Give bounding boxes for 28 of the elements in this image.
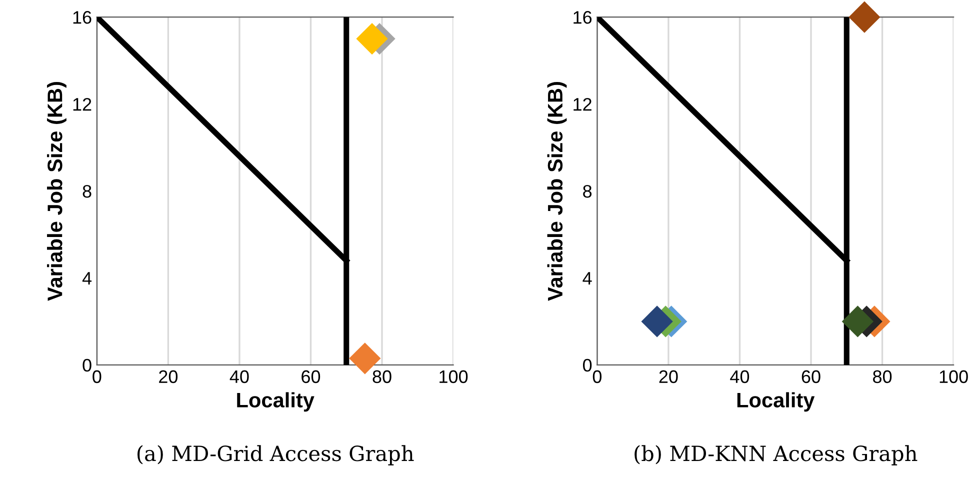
y-tick-label: 4 [82,272,92,285]
x-axis-title: Locality [237,392,314,412]
y-tick-label: 16 [574,11,592,24]
y-tick-label: 4 [582,272,592,285]
y-tick-label: 16 [73,11,92,24]
y-tick-label: 12 [574,98,592,111]
x-tick-label: 60 [302,370,320,384]
y-tick-label: 8 [583,184,592,198]
y-tick-label: 8 [82,184,92,198]
x-axis-title: Locality [737,392,815,412]
x-tick-label: 80 [873,370,892,384]
x-tick-label: 0 [592,370,602,384]
x-tick-label: 100 [440,370,468,384]
x-tick-label: 60 [802,370,820,384]
y-tick-label: 0 [82,358,92,372]
x-tick-label: 20 [159,370,178,384]
y-axis-title: Variable Job Size (KB) [47,82,66,301]
y-axis-title: Variable Job Size (KB) [547,82,567,301]
x-tick-label: 0 [92,370,102,384]
y-tick-label: 12 [73,98,92,111]
text: (b) MD-KNN Access Graph [634,445,918,466]
x-tick-label: 80 [372,370,392,384]
y-tick-label: 0 [582,358,592,372]
x-tick-label: 40 [730,370,750,384]
x-tick-label: 40 [230,370,249,384]
x-tick-label: 20 [659,370,678,384]
x-tick-label: 100 [940,370,968,384]
text: (a) MD-Grid Access Graph [138,445,414,466]
